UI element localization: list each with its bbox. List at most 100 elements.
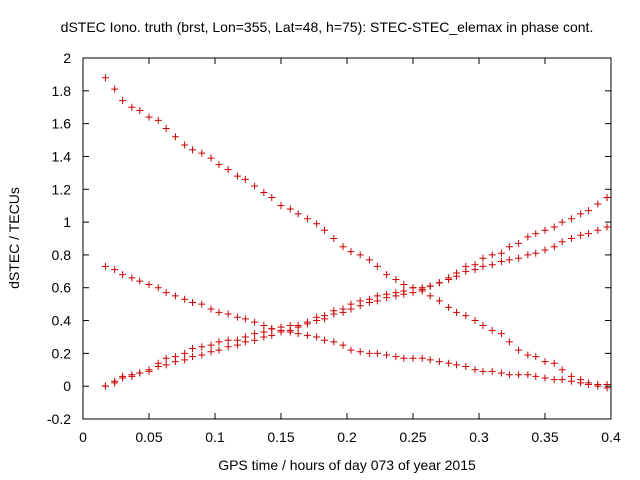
y-tick-label: 0.6 bbox=[52, 280, 72, 296]
data-point-series-2 bbox=[224, 310, 232, 318]
data-point-series-4 bbox=[365, 295, 373, 303]
data-point-series-1 bbox=[207, 154, 215, 162]
data-point-series-1 bbox=[286, 205, 294, 213]
data-point-series-1 bbox=[365, 256, 373, 264]
data-point-series-1 bbox=[524, 351, 532, 359]
data-point-series-1 bbox=[224, 166, 232, 174]
data-point-series-2 bbox=[241, 315, 249, 323]
data-point-series-3 bbox=[567, 235, 575, 242]
data-point-series-2 bbox=[145, 280, 153, 288]
data-point-series-1 bbox=[145, 113, 153, 121]
data-point-series-4 bbox=[286, 321, 294, 329]
data-point-series-2 bbox=[356, 348, 364, 356]
data-point-series-3 bbox=[224, 343, 232, 351]
data-point-series-1 bbox=[383, 271, 391, 279]
y-tick-label: 1.2 bbox=[52, 181, 72, 197]
data-point-series-4 bbox=[339, 305, 347, 313]
data-point-series-3 bbox=[532, 249, 540, 257]
x-axis-label: GPS time / hours of day 073 of year 2015 bbox=[218, 457, 476, 473]
data-point-series-4 bbox=[294, 321, 302, 329]
data-point-series-2 bbox=[321, 336, 329, 344]
x-tick-label: 0.15 bbox=[267, 429, 294, 445]
chart-title: dSTEC Iono. truth (brst, Lon=355, Lat=48… bbox=[61, 19, 594, 35]
data-point-series-2 bbox=[347, 346, 355, 354]
data-point-series-4 bbox=[189, 344, 197, 352]
data-point-series-2 bbox=[171, 292, 179, 300]
data-point-series-4 bbox=[119, 372, 127, 380]
data-point-series-2 bbox=[524, 371, 532, 379]
data-point-series-3 bbox=[479, 262, 487, 270]
data-point-series-2 bbox=[207, 305, 215, 313]
data-point-series-4 bbox=[198, 343, 206, 351]
data-point-series-2 bbox=[313, 333, 321, 341]
data-point-series-2 bbox=[101, 262, 109, 270]
data-point-series-1 bbox=[136, 107, 144, 115]
data-point-series-1 bbox=[181, 141, 189, 149]
data-point-series-2 bbox=[233, 313, 241, 321]
data-point-series-2 bbox=[577, 379, 585, 387]
data-point-series-4 bbox=[347, 300, 355, 308]
data-point-series-4 bbox=[532, 230, 540, 238]
data-point-series-3 bbox=[488, 261, 496, 269]
data-point-series-2 bbox=[445, 359, 453, 367]
y-tick-label: 0.2 bbox=[52, 345, 72, 361]
data-point-series-1 bbox=[392, 276, 400, 284]
x-tick-label: 0.05 bbox=[135, 429, 162, 445]
data-point-series-2 bbox=[532, 372, 540, 380]
data-point-series-2 bbox=[409, 354, 417, 362]
data-point-series-2 bbox=[594, 381, 602, 389]
data-point-series-4 bbox=[154, 359, 162, 367]
data-point-series-3 bbox=[550, 243, 558, 251]
data-point-series-4 bbox=[426, 282, 434, 290]
data-point-series-4 bbox=[162, 354, 170, 362]
data-point-series-1 bbox=[400, 280, 408, 288]
data-point-series-2 bbox=[383, 351, 391, 359]
data-point-series-4 bbox=[567, 215, 575, 223]
y-tick-label: 1.6 bbox=[52, 116, 72, 132]
data-point-series-1 bbox=[373, 262, 381, 270]
data-point-series-1 bbox=[541, 358, 549, 366]
data-point-series-1 bbox=[189, 146, 197, 154]
data-point-series-2 bbox=[505, 371, 513, 379]
data-point-series-2 bbox=[558, 376, 566, 384]
data-point-series-1 bbox=[339, 243, 347, 251]
data-point-series-1 bbox=[198, 149, 206, 157]
data-point-series-4 bbox=[111, 377, 119, 385]
data-point-series-4 bbox=[233, 336, 241, 344]
data-point-series-2 bbox=[567, 377, 575, 385]
data-point-series-4 bbox=[145, 367, 153, 375]
data-point-series-2 bbox=[303, 331, 311, 339]
data-point-series-1 bbox=[162, 125, 170, 133]
data-point-series-2 bbox=[471, 366, 479, 374]
data-point-series-3 bbox=[162, 361, 170, 369]
data-point-series-2 bbox=[215, 308, 223, 316]
data-point-series-1 bbox=[347, 248, 355, 256]
data-point-series-4 bbox=[251, 330, 259, 338]
data-point-series-1 bbox=[558, 366, 566, 374]
y-tick-label: 1.8 bbox=[52, 83, 72, 99]
data-point-series-2 bbox=[154, 284, 162, 292]
data-point-series-4 bbox=[488, 251, 496, 259]
data-point-series-1 bbox=[479, 321, 487, 329]
data-point-series-1 bbox=[445, 303, 453, 311]
data-point-series-4 bbox=[136, 369, 144, 377]
data-point-series-1 bbox=[101, 74, 109, 82]
data-point-series-4 bbox=[418, 284, 426, 292]
data-point-series-2 bbox=[426, 356, 434, 364]
data-point-series-2 bbox=[400, 354, 408, 362]
data-point-series-4 bbox=[268, 325, 276, 333]
data-point-series-1 bbox=[356, 251, 364, 259]
axis-ticks bbox=[82, 57, 612, 420]
data-point-series-3 bbox=[524, 251, 532, 259]
data-point-series-1 bbox=[505, 338, 513, 346]
data-point-series-4 bbox=[453, 269, 461, 277]
x-tick-labels: 0 0.05 0.1 0.15 0.2 0.25 0.3 0.35 0.4 bbox=[79, 429, 621, 445]
data-point-series-3 bbox=[215, 346, 223, 354]
data-point-series-2 bbox=[365, 349, 373, 357]
data-point-series-4 bbox=[224, 336, 232, 344]
data-point-series-4 bbox=[524, 233, 532, 241]
data-point-series-1 bbox=[313, 220, 321, 228]
data-point-series-2 bbox=[479, 367, 487, 375]
data-point-series-1 bbox=[532, 353, 540, 361]
data-point-series-2 bbox=[435, 358, 443, 366]
